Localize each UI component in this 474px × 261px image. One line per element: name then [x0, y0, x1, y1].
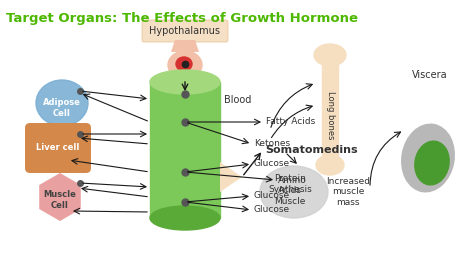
FancyBboxPatch shape	[25, 123, 91, 173]
Text: Increased
muscle
mass: Increased muscle mass	[326, 177, 370, 207]
Text: Blood: Blood	[224, 95, 251, 105]
Text: Muscle: Muscle	[274, 198, 306, 206]
Polygon shape	[220, 162, 242, 192]
Ellipse shape	[260, 166, 328, 218]
Text: Somatomedins: Somatomedins	[265, 145, 357, 155]
FancyBboxPatch shape	[142, 20, 228, 42]
Text: Glucose: Glucose	[254, 159, 290, 169]
Ellipse shape	[415, 141, 449, 185]
Text: Adipose
Cell: Adipose Cell	[43, 98, 81, 118]
Text: Viscera: Viscera	[412, 70, 448, 80]
Text: Long bones: Long bones	[327, 91, 336, 139]
Ellipse shape	[36, 80, 88, 126]
Bar	[150, 82, 220, 218]
Polygon shape	[39, 173, 81, 221]
Text: Amino
Acids: Amino Acids	[278, 176, 307, 195]
Ellipse shape	[150, 206, 220, 230]
Ellipse shape	[176, 57, 192, 71]
Text: Ketones: Ketones	[254, 139, 290, 149]
Ellipse shape	[402, 124, 454, 192]
Bar	[322, 60, 338, 162]
Ellipse shape	[316, 155, 344, 175]
Ellipse shape	[314, 44, 346, 66]
Ellipse shape	[168, 51, 202, 79]
Text: Protein
Synthesis: Protein Synthesis	[268, 174, 312, 194]
Polygon shape	[171, 40, 199, 52]
Text: Hypothalamus: Hypothalamus	[149, 26, 220, 36]
Text: Muscle
Cell: Muscle Cell	[44, 190, 76, 210]
Text: Glucose: Glucose	[254, 205, 290, 215]
Text: Glucose: Glucose	[254, 192, 290, 200]
Text: Target Organs: The Effects of Growth Hormone: Target Organs: The Effects of Growth Hor…	[6, 12, 358, 25]
Ellipse shape	[150, 70, 220, 94]
Text: Fatty Acids: Fatty Acids	[266, 117, 315, 127]
Text: Liver cell: Liver cell	[36, 144, 80, 152]
